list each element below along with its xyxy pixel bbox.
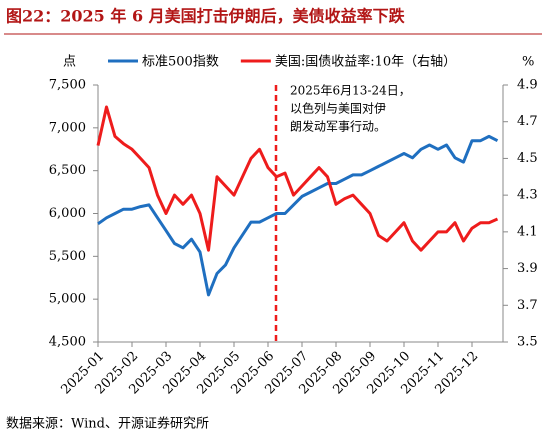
y-tick-label: 7,500 [49,78,86,93]
chart-title: 图22：2025 年 6 月美国打击伊朗后，美债收益率下跌 [6,7,406,26]
y-tick-label: 5,000 [49,292,86,307]
series-line [97,134,499,297]
y-tick-label: 6,500 [49,163,86,178]
y-tick-label: 6,000 [49,206,86,221]
y-tick-label: 7,000 [49,120,86,135]
y2-tick-label: 4.1 [517,224,538,239]
y-tick-label: 5,500 [49,249,86,264]
y2-tick-label: 3.9 [517,261,538,276]
y2-tick-label: 4.9 [517,78,538,93]
y2-tick-label: 3.5 [517,335,538,350]
annotation: 以色列与美国对伊 [290,102,386,116]
annotation: 2025年6月13-24日， [290,84,411,98]
legend-label: 标准500指数 [142,55,219,70]
y-tick-label: 4,500 [49,335,86,350]
y-axis-label: 点 [63,55,76,70]
legend-label: 美国:国债收益率:10年（右轴） [275,54,456,70]
y2-tick-label: 4.5 [517,151,538,166]
y2-tick-label: 4.3 [517,188,538,203]
series-line [96,105,499,252]
y2-axis-label: % [522,55,534,70]
annotation: 朗发动军事行动。 [290,119,386,134]
source: 数据来源：Wind、开源证券研究所 [6,416,209,432]
y2-tick-label: 3.7 [517,298,538,313]
y2-tick-label: 4.7 [517,114,538,129]
